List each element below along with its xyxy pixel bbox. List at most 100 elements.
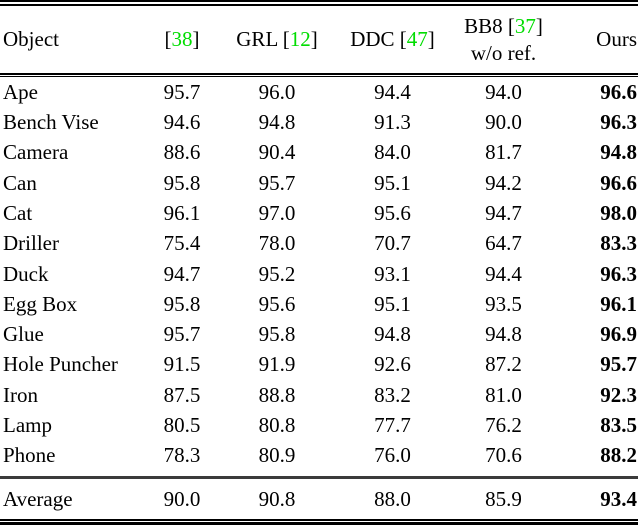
ours-score-cell: 96.6	[600, 79, 637, 104]
score-cell: 90.4	[258, 140, 296, 165]
score-cell: 80.8	[258, 413, 296, 438]
score-cell: 95.7	[163, 79, 201, 104]
score-cell: 93.1	[374, 261, 411, 286]
table-row-lamp: Lamp 80.5 80.8 77.7 76.2 83.5	[0, 410, 638, 440]
score-cell: 94.2	[485, 170, 522, 195]
table-row-ape: Ape 95.7 96.0 94.4 94.0 96.6	[0, 77, 638, 107]
average-label-cell: Average	[3, 486, 73, 511]
score-cell: 97.0	[258, 200, 296, 225]
citation-link-38[interactable]: 38	[171, 27, 193, 51]
table-row-egg-box: Egg Box 95.8 95.6 95.1 93.5 96.1	[0, 289, 638, 319]
bb8-line2-wo-ref: w/o ref.	[470, 40, 537, 65]
header-separator-rule	[0, 73, 638, 77]
header-method-bb8: BB8 [37] w/o ref.	[455, 13, 552, 67]
ours-score-cell: 83.5	[600, 413, 637, 438]
object-name-cell: Driller	[3, 231, 59, 256]
object-name-cell: Duck	[3, 261, 49, 286]
ours-score-cell: 98.0	[600, 200, 637, 225]
ours-score-cell: 95.7	[600, 352, 637, 377]
score-cell: 75.4	[163, 231, 201, 256]
table-row-driller: Driller 75.4 78.0 70.7 64.7 83.3	[0, 229, 638, 259]
ours-score-cell: 92.3	[600, 382, 637, 407]
average-score-cell: 90.8	[258, 486, 296, 511]
score-cell: 95.7	[163, 322, 201, 347]
bracket-close: ]	[310, 27, 318, 51]
score-cell: 64.7	[485, 231, 522, 256]
score-cell: 81.0	[485, 382, 522, 407]
table-row-bench-vise: Bench Vise 94.6 94.8 91.3 90.0 96.3	[0, 107, 638, 137]
ours-score-cell: 96.1	[600, 291, 637, 316]
score-cell: 84.0	[374, 140, 411, 165]
table-row-duck: Duck 94.7 95.2 93.1 94.4 96.3	[0, 259, 638, 289]
header-method-ddc: DDC [47]	[330, 27, 455, 52]
score-cell: 96.1	[163, 200, 201, 225]
bb8-line1: BB8 [37]	[455, 13, 552, 40]
object-name-cell: Bench Vise	[3, 109, 99, 134]
table-row-camera: Camera 88.6 90.4 84.0 81.7 94.8	[0, 138, 638, 168]
score-cell: 95.1	[374, 291, 411, 316]
object-name-cell: Ape	[3, 79, 38, 104]
average-score-cell: 88.0	[374, 486, 411, 511]
score-cell: 95.8	[258, 322, 296, 347]
object-name-cell: Glue	[3, 322, 44, 347]
ours-score-cell: 96.6	[600, 170, 637, 195]
table-row-iron: Iron 87.5 88.8 83.2 81.0 92.3	[0, 380, 638, 410]
citation-link-12[interactable]: 12	[289, 27, 311, 51]
score-cell: 95.7	[258, 170, 296, 195]
score-cell: 83.2	[374, 382, 411, 407]
object-name-cell: Phone	[3, 443, 56, 468]
ours-average-score-cell: 93.4	[600, 486, 637, 511]
score-cell: 95.6	[258, 291, 296, 316]
score-cell: 80.9	[258, 443, 296, 468]
score-cell: 80.5	[163, 413, 201, 438]
header-row: Object [38] GRL [12] DDC [47] BB8 [37] w…	[0, 6, 638, 73]
bracket-close: ]	[192, 27, 200, 51]
score-cell: 96.0	[258, 79, 296, 104]
object-name-cell: Cat	[3, 200, 33, 225]
header-object: Object	[3, 27, 59, 51]
score-cell: 94.0	[485, 79, 522, 104]
table-row-phone: Phone 78.3 80.9 76.0 70.6 88.2	[0, 441, 638, 471]
score-cell: 70.7	[374, 231, 411, 256]
citation-link-37[interactable]: 37	[514, 13, 536, 38]
score-cell: 77.7	[374, 413, 411, 438]
average-score-cell: 90.0	[163, 486, 201, 511]
score-cell: 93.5	[485, 291, 522, 316]
score-cell: 94.4	[374, 79, 411, 104]
score-cell: 95.8	[163, 291, 201, 316]
score-cell: 78.3	[163, 443, 201, 468]
object-name-cell: Hole Puncher	[3, 352, 118, 377]
score-cell: 91.9	[258, 352, 296, 377]
score-cell: 90.0	[485, 109, 522, 134]
header-method-grl: GRL [12]	[224, 27, 330, 52]
ours-score-cell: 83.3	[600, 231, 637, 256]
score-cell: 88.6	[163, 140, 201, 165]
citation-link-47[interactable]: 47	[406, 27, 428, 51]
score-cell: 94.7	[485, 200, 522, 225]
object-name-cell: Lamp	[3, 413, 52, 438]
table-row-can: Can 95.8 95.7 95.1 94.2 96.6	[0, 168, 638, 198]
score-cell: 95.6	[374, 200, 411, 225]
ours-score-cell: 96.3	[600, 261, 637, 286]
table-row-hole-puncher: Hole Puncher 91.5 91.9 92.6 87.2 95.7	[0, 350, 638, 380]
bottom-rule	[0, 519, 638, 525]
method-name-bb8: BB8 [	[464, 13, 515, 38]
score-cell: 76.0	[374, 443, 411, 468]
ours-score-cell: 96.9	[600, 322, 637, 347]
object-name-cell: Can	[3, 170, 37, 195]
score-cell: 95.8	[163, 170, 201, 195]
score-cell: 94.4	[485, 261, 522, 286]
method-name-grl: GRL [	[236, 27, 290, 51]
score-cell: 87.5	[163, 382, 201, 407]
table-row-cat: Cat 96.1 97.0 95.6 94.7 98.0	[0, 198, 638, 228]
object-name-cell: Iron	[3, 382, 38, 407]
score-cell: 95.1	[374, 170, 411, 195]
score-cell: 95.2	[258, 261, 296, 286]
score-cell: 91.3	[374, 109, 411, 134]
object-name-cell: Camera	[3, 140, 69, 165]
table-row-glue: Glue 95.7 95.8 94.8 94.8 96.9	[0, 320, 638, 350]
average-separator-rule	[0, 476, 638, 479]
score-cell: 91.5	[163, 352, 201, 377]
header-ours: Ours	[596, 27, 637, 51]
